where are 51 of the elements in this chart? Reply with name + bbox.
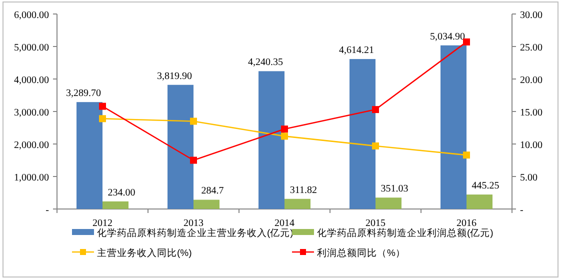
x-tick-label: 2013: [184, 218, 204, 229]
point: [99, 102, 106, 110]
y2-tick-label: 25.00: [520, 42, 542, 54]
y2-tick-label: 20.00: [520, 75, 542, 86]
point: [372, 106, 379, 114]
bar: [350, 59, 376, 209]
data-label: 234.00: [108, 187, 136, 198]
legend-label: 利润总额同比（%）: [317, 247, 406, 259]
data-label: 3,289.70: [66, 88, 101, 100]
data-label: 3,819.90: [157, 70, 192, 82]
y-tick-label: 4,000.00: [14, 75, 49, 86]
bar: [466, 194, 492, 209]
y2-tick-label: -: [520, 205, 524, 216]
point: [190, 118, 197, 125]
point: [463, 152, 470, 159]
y2-tick-label: 30.00: [520, 10, 542, 21]
bar: [284, 198, 310, 209]
bar: [102, 201, 128, 209]
y-tick-label: 3,000.00: [14, 108, 49, 118]
data-label: 351.03: [380, 184, 408, 195]
bar: [258, 71, 284, 209]
y2-tick-label: 15.00: [520, 108, 542, 118]
y-tick-label: 6,000.00: [14, 10, 49, 21]
legend-label: 化学药品原料药制造企业利润总额(亿元): [317, 227, 494, 239]
y-tick-label: -: [46, 205, 49, 216]
y-tick-label: 1,000.00: [14, 172, 49, 184]
x-tick-label: 2016: [456, 218, 476, 229]
bar: [376, 198, 402, 209]
point: [372, 142, 379, 150]
bar: [168, 84, 194, 209]
data-label: 445.25: [472, 180, 500, 192]
bar: [440, 45, 466, 209]
data-label: 284.7: [201, 186, 224, 197]
y-tick-label: 2,000.00: [14, 140, 49, 151]
point: [281, 132, 288, 140]
point: [281, 126, 288, 133]
point: [99, 115, 106, 122]
data-label: 311.82: [290, 184, 318, 196]
x-tick-label: 2015: [366, 218, 386, 229]
y2-tick-label: 10.00: [520, 140, 542, 151]
x-tick-label: 2012: [92, 218, 112, 229]
legend-label: 主营业务收入同比(%): [97, 247, 192, 259]
bar: [76, 102, 102, 209]
x-tick-label: 2014: [274, 218, 294, 229]
data-label: 5,034.90: [430, 31, 465, 42]
y2-tick-label: 5.00: [520, 172, 538, 184]
y-tick-label: 5,000.00: [14, 42, 49, 54]
data-label: 4,240.35: [248, 57, 283, 68]
point: [190, 156, 197, 164]
data-label: 4,614.21: [339, 45, 374, 56]
bar: [194, 200, 220, 209]
